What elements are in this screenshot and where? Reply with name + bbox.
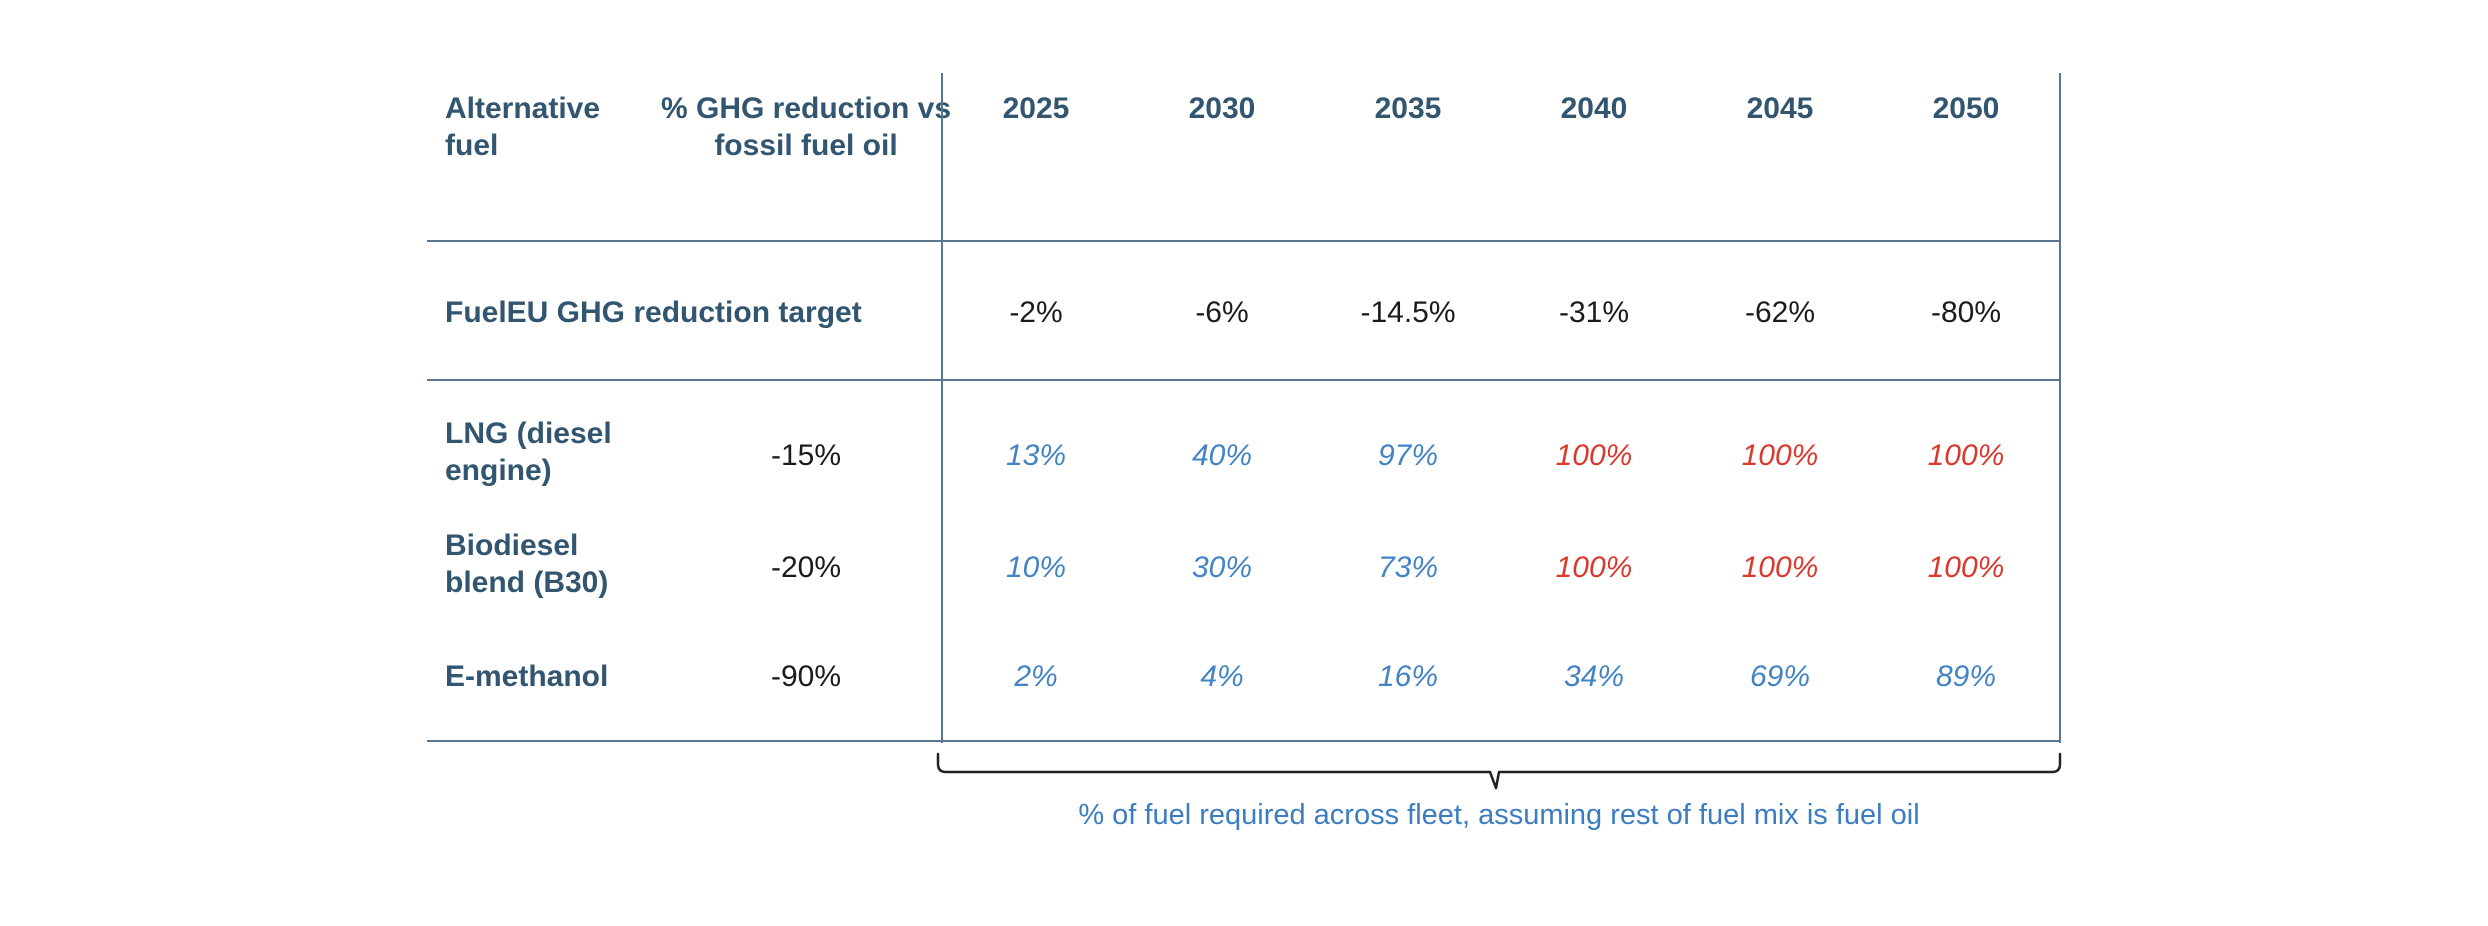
- target-row-label: FuelEU GHG reduction target: [445, 296, 862, 329]
- biodiesel-value-2050: 100%: [1927, 551, 2005, 584]
- header-year-2035: 2035: [1374, 92, 1442, 125]
- emethanol-reduction: -90%: [770, 660, 842, 693]
- right-years-border-line: [2059, 73, 2061, 743]
- emethanol-value-2040: 34%: [1563, 660, 1625, 693]
- target-value-2035: -14.5%: [1360, 296, 1456, 329]
- lng-reduction: -15%: [770, 439, 842, 472]
- header-year-2030: 2030: [1188, 92, 1256, 125]
- biodiesel-reduction: -20%: [770, 551, 842, 584]
- biodiesel-value-2040: 100%: [1555, 551, 1633, 584]
- emethanol-value-2035: 16%: [1377, 660, 1439, 693]
- header-year-2040: 2040: [1560, 92, 1628, 125]
- lng-value-2050: 100%: [1927, 439, 2005, 472]
- header-alternative-fuel: Alternative fuel: [445, 92, 601, 162]
- lng-row-label: LNG (diesel engine): [445, 417, 612, 487]
- header-ghg-reduction: % GHG reduction vs fossil fuel oil: [660, 92, 952, 162]
- biodiesel-value-2025: 10%: [1005, 551, 1067, 584]
- header-year-2025: 2025: [1002, 92, 1070, 125]
- lng-value-2025: 13%: [1005, 439, 1067, 472]
- bottom-divider-line: [427, 740, 2061, 742]
- biodiesel-value-2030: 30%: [1191, 551, 1253, 584]
- fleet-share-caption: % of fuel required across fleet, assumin…: [1078, 799, 1920, 831]
- biodiesel-value-2035: 73%: [1377, 551, 1439, 584]
- emethanol-value-2045: 69%: [1749, 660, 1811, 693]
- lng-value-2035: 97%: [1377, 439, 1439, 472]
- emethanol-value-2025: 2%: [1014, 660, 1058, 693]
- emethanol-value-2050: 89%: [1935, 660, 1997, 693]
- target-value-2050: -80%: [1930, 296, 2002, 329]
- target-value-2025: -2%: [1009, 296, 1063, 329]
- lng-value-2040: 100%: [1555, 439, 1633, 472]
- header-divider-line: [427, 240, 2061, 242]
- biodiesel-row-label: Biodiesel blend (B30): [445, 529, 609, 599]
- biodiesel-value-2045: 100%: [1741, 551, 1819, 584]
- lng-value-2045: 100%: [1741, 439, 1819, 472]
- target-value-2040: -31%: [1558, 296, 1630, 329]
- target-value-2030: -6%: [1195, 296, 1249, 329]
- emethanol-row-label: E-methanol: [445, 660, 609, 693]
- target-value-2045: -62%: [1744, 296, 1816, 329]
- left-years-border-line: [941, 73, 943, 743]
- emethanol-value-2030: 4%: [1200, 660, 1244, 693]
- target-divider-line: [427, 379, 2061, 381]
- fleet-share-bracket-icon: [936, 752, 2062, 790]
- header-year-2045: 2045: [1746, 92, 1814, 125]
- header-year-2050: 2050: [1932, 92, 2000, 125]
- lng-value-2030: 40%: [1191, 439, 1253, 472]
